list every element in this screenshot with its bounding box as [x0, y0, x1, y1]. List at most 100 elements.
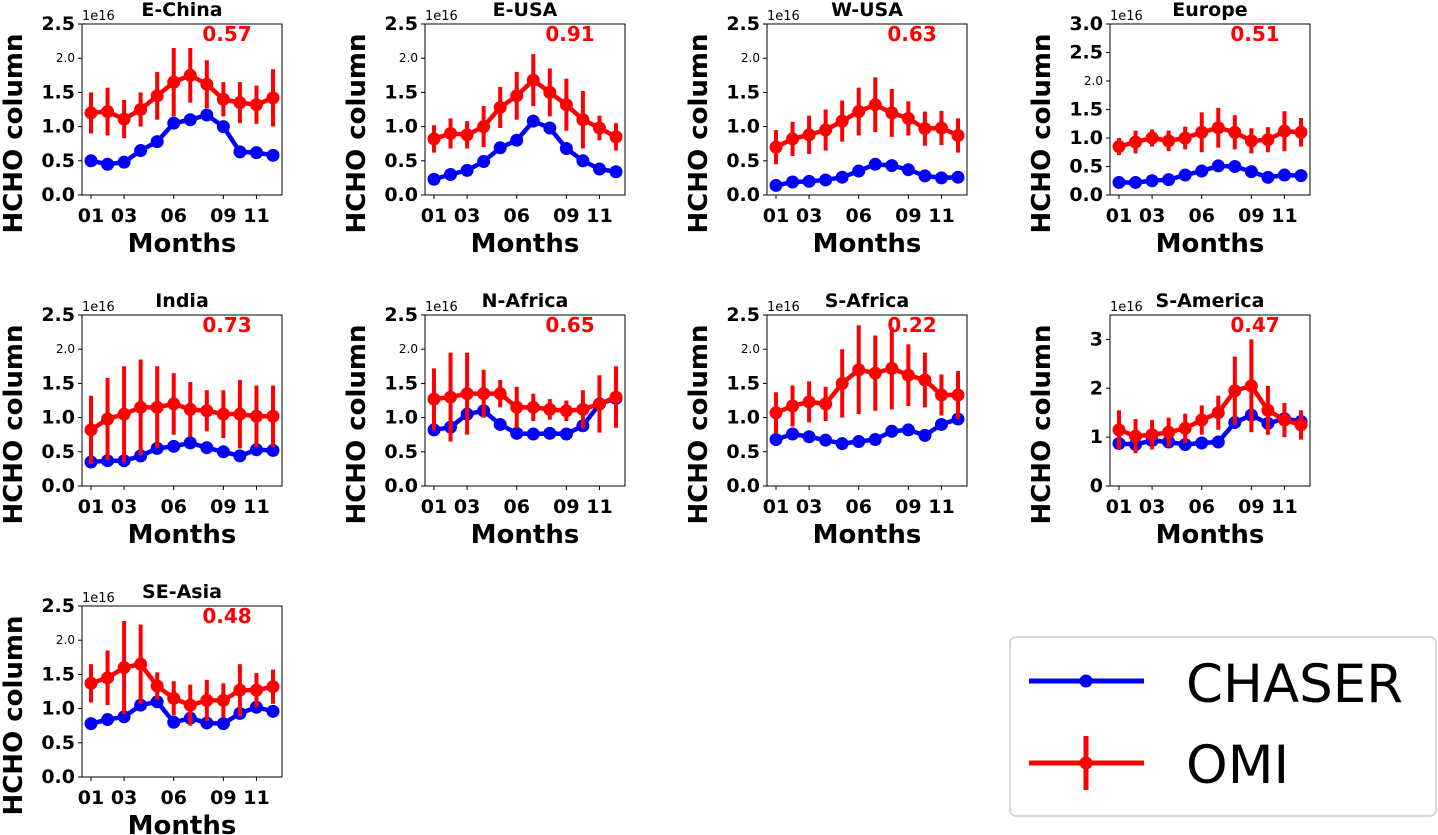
omi-point: [460, 128, 474, 142]
chaser-point: [559, 141, 573, 155]
omi-point: [918, 373, 932, 387]
omi-point: [167, 397, 181, 411]
y-tick-label: 2.5: [41, 13, 75, 35]
y-tick-label: 2.0: [741, 51, 760, 65]
omi-point: [1178, 421, 1192, 435]
chaser-point: [216, 445, 230, 459]
y-tick-label: 2.5: [726, 13, 760, 35]
axes-frame: [424, 23, 626, 196]
chaser-point: [117, 155, 131, 169]
correlation-value: 0.63: [887, 22, 936, 46]
legend-omi-label: OMI: [1186, 735, 1289, 796]
y-tick-label: 0.0: [726, 184, 760, 206]
correlation-value: 0.65: [545, 313, 594, 337]
omi-point: [150, 679, 164, 693]
omi-point: [819, 397, 833, 411]
omi-point: [559, 404, 573, 418]
y-tick-label: 0.0: [41, 184, 75, 206]
x-tick-label: 01: [1106, 496, 1132, 518]
y-tick-label: 1.0: [41, 116, 75, 138]
omi-point: [150, 89, 164, 103]
omi-point: [868, 366, 882, 380]
omi-point: [1228, 125, 1242, 139]
y-tick-label: 2.0: [56, 633, 75, 647]
omi-point: [1211, 121, 1225, 135]
y-tick-label: 0: [1090, 475, 1103, 497]
chaser-point: [1195, 164, 1209, 178]
x-tick-label: 09: [1238, 205, 1264, 227]
omi-point: [510, 89, 524, 103]
chaser-line: [90, 112, 274, 167]
offset-text: 1e16: [1110, 9, 1143, 24]
chaser-point: [576, 154, 590, 168]
chaser-point: [510, 133, 524, 147]
omi-point: [134, 400, 148, 414]
chaser-point: [427, 172, 441, 186]
correlation-value: 0.47: [1230, 313, 1279, 337]
chaser-line: [775, 416, 959, 446]
y-axis-label: HCHO column: [0, 615, 29, 815]
omi-point: [786, 399, 800, 413]
offset-text: 1e16: [767, 300, 800, 315]
panel-title: Europe: [1172, 0, 1247, 21]
chaser-point: [266, 704, 280, 718]
chaser-point: [84, 154, 98, 168]
chaser-point: [1244, 165, 1258, 179]
y-tick-label: 3.0: [1069, 13, 1103, 35]
panel-title: S-Africa: [825, 290, 910, 312]
omi-point: [216, 407, 230, 421]
omi-point: [427, 392, 441, 406]
panel-se-asia: 0.0 0.5 1.0 1.5 2.0 2.5 01 03 06 09 11 Months HCHO c…: [0, 581, 283, 835]
omi-point: [576, 113, 590, 127]
y-tick-label: 1.5: [41, 81, 75, 103]
panel-n-africa: 0.0 0.5 1.0 1.5 2.0 2.5 01 03 06 09 11 Months HCHO c…: [342, 290, 626, 550]
x-tick-label: 06: [161, 496, 187, 518]
chaser-point: [460, 163, 474, 177]
omi-point: [167, 691, 181, 705]
y-tick-label: 2: [1090, 377, 1103, 399]
x-tick-label: 11: [243, 787, 269, 809]
chaser-point: [1145, 174, 1159, 188]
chaser-point: [134, 698, 148, 712]
omi-point: [1178, 131, 1192, 145]
omi-point: [117, 407, 131, 421]
y-tick-label: 0.5: [726, 441, 760, 463]
y-axis-label: HCHO column: [0, 324, 29, 524]
omi-point: [1244, 134, 1258, 148]
omi-point: [266, 680, 280, 694]
x-tick-label: 03: [454, 205, 480, 227]
chaser-point: [1195, 436, 1209, 450]
panel-europe: 0.0 0.5 1.0 1.5 2.0 2.5 3.0 01 03 06 09 11 Months HCH…: [1027, 0, 1311, 259]
y-tick-label: 2.0: [56, 51, 75, 65]
omi-point: [769, 406, 783, 420]
omi-point: [477, 387, 491, 401]
panel-title: SE-Asia: [142, 581, 222, 603]
omi-point: [84, 676, 98, 690]
omi-point: [543, 85, 557, 99]
omi-point: [167, 75, 181, 89]
chaser-point: [526, 427, 540, 441]
correlation-value: 0.73: [202, 313, 251, 337]
y-tick-label: 2.5: [384, 13, 418, 35]
omi-point: [802, 395, 816, 409]
axes-frame: [81, 605, 283, 778]
chaser-point: [819, 433, 833, 447]
omi-point: [117, 112, 131, 126]
axes-frame: [766, 23, 968, 196]
omi-point: [835, 376, 849, 390]
y-tick-label: 0.5: [384, 150, 418, 172]
omi-point: [885, 361, 899, 375]
x-tick-label: 06: [846, 205, 872, 227]
chaser-point: [609, 165, 623, 179]
x-tick-label: 03: [796, 205, 822, 227]
x-tick-label: 09: [895, 496, 921, 518]
x-axis-label: Months: [813, 229, 922, 259]
x-tick-label: 09: [210, 205, 236, 227]
chaser-point: [134, 449, 148, 463]
correlation-value: 0.51: [1230, 22, 1279, 46]
chaser-point: [934, 417, 948, 431]
correlation-value: 0.57: [202, 22, 251, 46]
chaser-point: [493, 417, 507, 431]
x-tick-label: 01: [421, 205, 447, 227]
y-axis-label: HCHO column: [684, 324, 714, 524]
